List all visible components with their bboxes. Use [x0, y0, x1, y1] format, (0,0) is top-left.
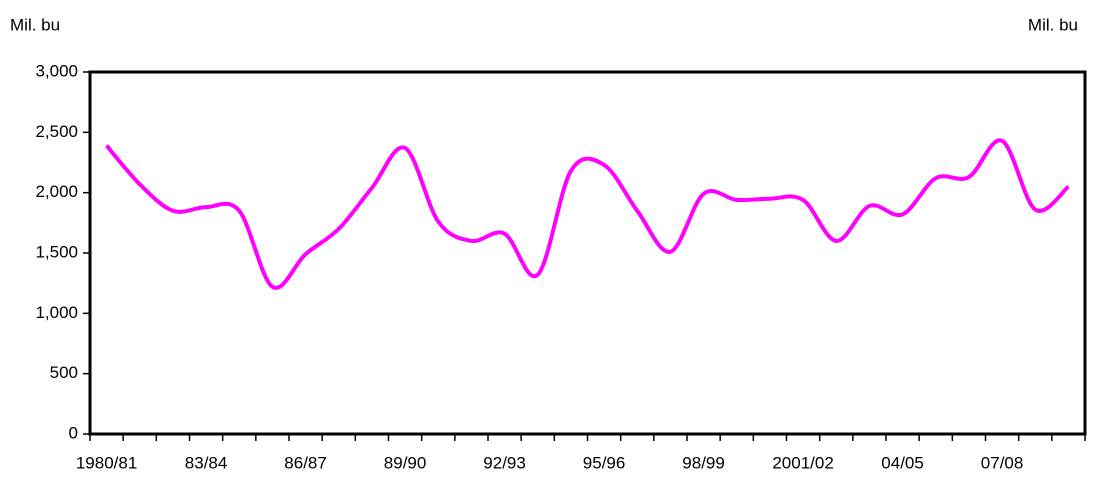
y-tick-label: 3,000	[35, 61, 78, 80]
x-tick-label: 98/99	[682, 453, 725, 472]
x-tick-label: 83/84	[185, 453, 228, 472]
plot-frame	[88, 70, 1087, 436]
x-tick-label: 07/08	[981, 453, 1024, 472]
series-line	[105, 138, 1070, 290]
x-tick-label: 2001/02	[772, 453, 833, 472]
x-tick-label: 95/96	[583, 453, 626, 472]
y-tick-label: 500	[50, 363, 78, 382]
x-tick-label: 86/87	[284, 453, 327, 472]
y-tick-label: 1,000	[35, 303, 78, 322]
x-tick-label: 92/93	[483, 453, 526, 472]
y2-axis-label: Mil. bu	[1028, 15, 1078, 34]
x-tick-label: 89/90	[384, 453, 427, 472]
y-tick-label: 0	[69, 423, 78, 442]
x-tick-label: 1980/81	[76, 453, 137, 472]
x-tick-label: 04/05	[881, 453, 924, 472]
y-axis-label: Mil. bu	[10, 15, 60, 34]
y-tick-label: 1,500	[35, 242, 78, 261]
y-tick-label: 2,500	[35, 122, 78, 141]
y-tick-label: 2,000	[35, 182, 78, 201]
